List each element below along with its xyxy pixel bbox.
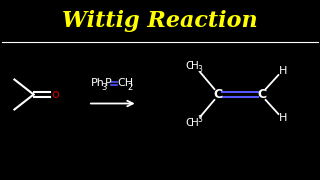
Text: H: H xyxy=(191,61,198,71)
Text: H: H xyxy=(279,66,287,76)
Text: Ph: Ph xyxy=(91,78,105,88)
Text: H: H xyxy=(279,113,287,123)
Text: C: C xyxy=(185,61,193,71)
Text: C: C xyxy=(258,88,267,101)
Text: C: C xyxy=(185,118,193,128)
Text: 3: 3 xyxy=(197,116,202,125)
Text: P: P xyxy=(105,78,112,88)
Text: H: H xyxy=(191,118,198,128)
Text: o: o xyxy=(52,88,59,101)
Text: CH: CH xyxy=(117,78,133,88)
Text: 2: 2 xyxy=(127,82,132,91)
Text: 3: 3 xyxy=(197,64,202,73)
Text: 3: 3 xyxy=(102,82,107,91)
Text: Wittig Reaction: Wittig Reaction xyxy=(62,10,258,32)
Text: C: C xyxy=(213,88,222,101)
